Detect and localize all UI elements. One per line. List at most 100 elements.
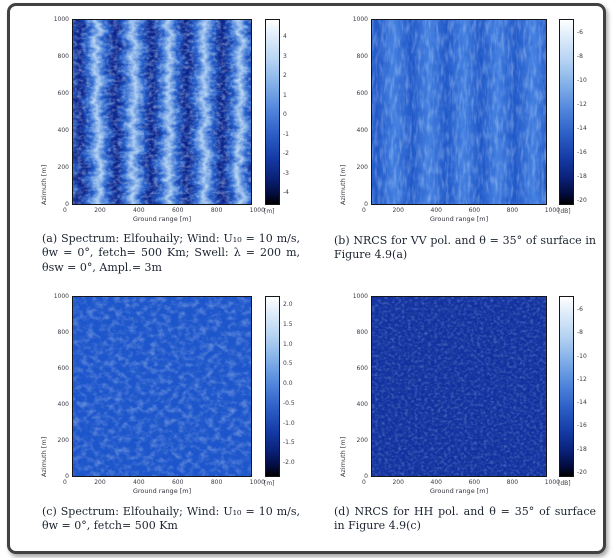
- heatmap-image-b: [371, 19, 547, 205]
- caption-d: (d) NRCS for HH pol. and θ = 35° of surf…: [334, 505, 596, 533]
- y-tick-label: 1000: [53, 293, 69, 300]
- caption-a: (a) Spectrum: Elfouhaily; Wind: U₁₀ = 10…: [42, 232, 300, 274]
- y-axis-ticks: 1000 800 600 400 200 0: [45, 293, 69, 480]
- colorbar-tick-label: -3: [283, 169, 289, 177]
- colorbar-tick-label: -4: [283, 189, 289, 196]
- x-axis-label: Ground range [m]: [429, 215, 489, 223]
- heatmap-image-a: [72, 19, 252, 205]
- colorbar-tick-label: -2.0: [283, 459, 295, 466]
- colorbar-tick-label: -18: [577, 445, 587, 453]
- x-tick-label: 1000: [249, 207, 265, 214]
- colorbar-tick-label: 3: [283, 52, 287, 60]
- panel-d: Azimuth [m] 1000 800 600 400 200 0 0 200 400 600…: [334, 293, 596, 532]
- colorbar-tick-label: -12: [577, 375, 587, 383]
- x-tick-label: 1000: [544, 207, 560, 214]
- colorbar-tick-label: -1.0: [283, 419, 295, 427]
- colorbar-tick-label: -12: [577, 101, 587, 108]
- y-tick-label: 400: [57, 127, 69, 134]
- x-axis-ticks: 0 200 400 600 800 1000: [362, 207, 560, 214]
- colorbar-tick-label: 0.0: [283, 380, 293, 387]
- y-tick-label: 1000: [352, 293, 368, 300]
- x-tick-label: 200: [392, 479, 404, 486]
- x-axis-label: Ground range [m]: [429, 487, 489, 495]
- colorbar-tick-label: -16: [577, 422, 587, 430]
- colorbar-tick-label: 1: [283, 91, 287, 99]
- x-tick-label: 400: [133, 207, 145, 214]
- x-axis-label: Ground range [m]: [132, 487, 192, 495]
- colorbar-tick-label: 1.5: [283, 320, 293, 328]
- colorbar-unit-c: [m]: [264, 480, 275, 487]
- colorbar-tick-label: -6: [577, 306, 583, 313]
- y-tick-label: 800: [356, 329, 368, 336]
- heatmap-image-d: [371, 296, 547, 477]
- y-axis-ticks: 1000 800 600 400 200 0: [45, 16, 69, 208]
- y-tick-label: 600: [57, 365, 69, 372]
- x-tick-label: 600: [468, 207, 481, 214]
- colorbar-tick-label: -10: [577, 77, 587, 84]
- y-tick-label: 800: [57, 329, 69, 336]
- x-tick-label: 600: [171, 479, 184, 486]
- colorbar-d: [559, 296, 574, 477]
- colorbar-tick-label: -6: [577, 29, 583, 36]
- colorbar-a: [265, 19, 280, 205]
- colorbar-tick-label: -16: [577, 149, 587, 156]
- colorbar-unit-d: [dB]: [558, 480, 571, 487]
- colorbar-tick-label: -1.5: [283, 439, 295, 447]
- y-tick-label: 600: [356, 365, 368, 372]
- heatmap-image-c: [72, 296, 252, 477]
- y-tick-label: 0: [364, 201, 368, 208]
- y-tick-label: 0: [65, 473, 69, 480]
- colorbar-tick-label: 0: [283, 111, 287, 118]
- colorbar-tick-label: -20: [577, 468, 587, 476]
- y-tick-label: 1000: [53, 16, 69, 23]
- colorbar-c: [265, 296, 280, 477]
- y-tick-label: 800: [57, 53, 69, 60]
- caption-b: (b) NRCS for VV pol. and θ = 35° of surf…: [334, 234, 596, 262]
- caption-c: (c) Spectrum: Elfouhaily; Wind: U₁₀ = 10…: [42, 505, 300, 533]
- y-tick-label: 400: [57, 401, 69, 408]
- panel-a: Azimuth [m] 1000 800 600 400 200 0 0 200 400 600…: [40, 16, 300, 274]
- x-axis-label: Ground range [m]: [132, 215, 192, 223]
- y-tick-label: 400: [356, 401, 368, 408]
- x-tick-label: 200: [392, 207, 404, 214]
- x-tick-label: 0: [362, 207, 366, 214]
- colorbar-tick-label: 0.5: [283, 360, 293, 368]
- x-tick-label: 1000: [249, 479, 265, 486]
- colorbar-tick-label: 2.0: [283, 301, 293, 308]
- y-tick-label: 200: [57, 437, 69, 444]
- y-tick-label: 0: [65, 201, 69, 208]
- colorbar-ticks-b: -6 -8 -10 -12 -14 -16 -18 -20: [577, 29, 599, 204]
- x-tick-label: 0: [362, 479, 366, 486]
- y-tick-label: 600: [356, 90, 368, 97]
- x-axis-ticks: 0 200 400 600 800 1000: [63, 207, 265, 214]
- colorbar-unit-b: [dB]: [558, 208, 571, 215]
- colorbar-tick-label: -8: [577, 53, 583, 60]
- x-axis-ticks: 0 200 400 600 800 1000: [362, 479, 560, 486]
- colorbar-tick-label: -8: [577, 329, 583, 337]
- colorbar-tick-label: 4: [283, 33, 287, 40]
- colorbar-ticks-d: -6 -8 -10 -12 -14 -16 -18 -20: [577, 306, 599, 476]
- x-tick-label: 400: [430, 479, 442, 486]
- panel-c: Azimuth [m] 1000 800 600 400 200 0 0 200 400 600…: [40, 293, 300, 532]
- colorbar-tick-label: -18: [577, 173, 587, 180]
- colorbar-tick-label: -14: [577, 125, 587, 132]
- x-tick-label: 200: [94, 207, 106, 214]
- y-tick-label: 600: [57, 90, 69, 97]
- colorbar-tick-label: -14: [577, 399, 587, 407]
- y-tick-label: 400: [356, 127, 368, 134]
- x-tick-label: 600: [468, 479, 481, 486]
- colorbar-tick-label: -1: [283, 130, 289, 138]
- colorbar-b: [559, 19, 574, 205]
- x-axis-ticks: 0 200 400 600 800 1000: [63, 479, 265, 486]
- x-tick-label: 800: [506, 479, 519, 486]
- x-tick-label: 800: [210, 479, 223, 486]
- colorbar-ticks-c: 2.0 1.5 1.0 0.5 0.0 -0.5 -1.0 -1.5 -2.0: [283, 301, 305, 466]
- colorbar-unit-a: [m]: [264, 208, 275, 215]
- y-tick-label: 200: [57, 164, 69, 171]
- colorbar-tick-label: -20: [577, 197, 587, 204]
- y-tick-label: 800: [356, 53, 368, 60]
- colorbar-tick-label: -2: [283, 150, 289, 157]
- x-tick-label: 800: [506, 207, 519, 214]
- colorbar-tick-label: 1.0: [283, 340, 293, 348]
